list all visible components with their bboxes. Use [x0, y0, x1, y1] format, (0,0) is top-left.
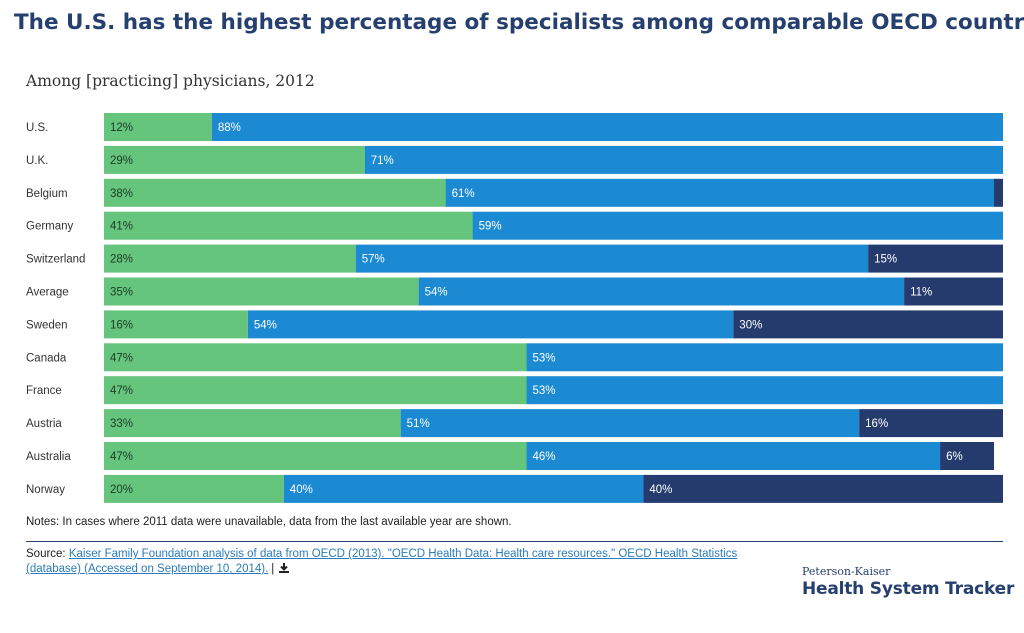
data-label: 41%: [110, 221, 133, 233]
data-label: 20%: [110, 484, 133, 496]
category-label: Austria: [26, 418, 62, 430]
data-label: 40%: [290, 484, 313, 496]
bar-segment: [445, 178, 995, 207]
brand-top-text: Peterson-Kaiser: [802, 565, 891, 578]
chart-subtitle: Among [practicing] physicians, 2012: [26, 72, 315, 90]
source-link[interactable]: Kaiser Family Foundation analysis of dat…: [26, 548, 738, 575]
data-label: 38%: [110, 188, 133, 200]
category-label: Switzerland: [26, 254, 85, 266]
brand-logo: Peterson-Kaiser Health System Tracker: [802, 565, 1014, 599]
data-label: 47%: [110, 352, 133, 364]
data-label: 54%: [425, 287, 448, 299]
bar-segment: [526, 343, 1003, 372]
data-label: 35%: [110, 287, 133, 299]
bar-segment: [733, 310, 1003, 339]
bar-segment: [364, 145, 1004, 174]
source-separator: |: [271, 563, 275, 575]
data-label: 16%: [110, 319, 133, 331]
data-label: 28%: [110, 254, 133, 266]
bar-segment: [526, 376, 1003, 405]
data-label: 53%: [533, 352, 556, 364]
data-label: 15%: [874, 254, 897, 266]
data-label: 61%: [452, 188, 475, 200]
source-text: Source: Kaiser Family Foundation analysi…: [26, 547, 766, 579]
bar-segment: [104, 343, 527, 372]
bar-segment: [868, 244, 1003, 273]
category-label: Average: [26, 287, 69, 299]
bar-segment: [104, 113, 212, 141]
bar-segment: [104, 474, 284, 503]
divider: [26, 541, 1003, 542]
download-icon[interactable]: [278, 562, 290, 579]
data-label: 40%: [649, 484, 672, 496]
data-label: 47%: [110, 385, 133, 397]
bar-segment: [104, 211, 473, 240]
bar-segment: [994, 178, 1003, 207]
bar-segment: [904, 277, 1003, 306]
data-label: 16%: [865, 418, 888, 430]
data-label: 33%: [110, 418, 133, 430]
category-label: Sweden: [26, 319, 68, 331]
data-label: 46%: [533, 451, 556, 463]
bar-segment: [104, 145, 365, 174]
category-label: Australia: [26, 451, 71, 463]
bar-segment: [104, 178, 446, 207]
bar-segment: [104, 442, 527, 470]
data-label: 47%: [110, 451, 133, 463]
category-label: Norway: [26, 484, 65, 496]
brand-main-text: Health System Tracker: [802, 579, 1015, 599]
data-label: 53%: [533, 385, 556, 397]
bar-segment: [643, 474, 1003, 503]
category-label: U.S.: [26, 122, 48, 134]
category-label: Germany: [26, 221, 74, 233]
data-label: 29%: [110, 155, 133, 167]
category-label: France: [26, 385, 62, 397]
data-label: 71%: [371, 155, 394, 167]
data-label: 88%: [218, 122, 241, 134]
data-label: 30%: [739, 319, 762, 331]
data-label: 51%: [407, 418, 430, 430]
bar-segment: [283, 474, 644, 503]
data-label: 11%: [910, 287, 932, 299]
bar-segment: [104, 409, 401, 438]
data-label: 12%: [110, 122, 133, 134]
bar-segment: [211, 113, 1003, 141]
bar-segment: [859, 409, 1003, 438]
data-label: 59%: [479, 221, 502, 233]
category-label: Belgium: [26, 188, 68, 200]
stacked-bar-chart: U.S. 12% 88% U.K. 29% 71% Belgium 38% 61% Germany…: [26, 113, 1004, 503]
bar-segment: [526, 442, 941, 470]
bar-segment: [418, 277, 905, 306]
bar-segment: [355, 244, 869, 273]
bar-segment: [104, 244, 356, 273]
bar-segment: [104, 310, 248, 339]
bar-segment: [400, 409, 860, 438]
bar-segment: [940, 442, 995, 470]
category-label: Canada: [26, 352, 67, 364]
bar-segment: [472, 211, 1004, 240]
bar-segment: [104, 376, 527, 405]
data-label: 6%: [946, 451, 963, 463]
chart-title: The U.S. has the highest percentage of s…: [14, 10, 1024, 35]
chart-notes: Notes: In cases where 2011 data were una…: [26, 516, 512, 528]
data-label: 57%: [362, 254, 385, 266]
bar-segment: [104, 277, 419, 306]
bar-segment: [247, 310, 734, 339]
source-prefix: Source:: [26, 548, 69, 560]
data-label: 54%: [254, 319, 277, 331]
category-label: U.K.: [26, 155, 48, 167]
